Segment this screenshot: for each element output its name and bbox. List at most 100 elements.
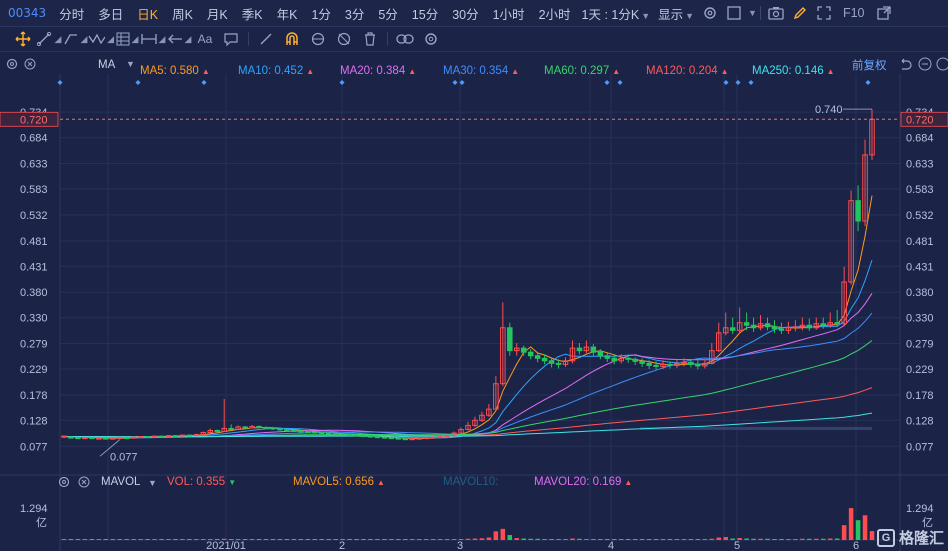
chevron-down-icon[interactable]: ▼ <box>126 59 135 69</box>
fullscreen-icon[interactable] <box>814 3 834 23</box>
period-tab[interactable]: 多日 <box>98 7 124 22</box>
candle-up <box>709 350 715 364</box>
range-icon[interactable]: ◢ <box>140 28 166 50</box>
period-tab[interactable]: 15分 <box>411 7 439 22</box>
settings-icon[interactable] <box>418 28 444 50</box>
popout-icon[interactable] <box>874 3 894 23</box>
ma-line-ma20 <box>64 293 873 438</box>
hide-icon[interactable] <box>331 28 357 50</box>
volume-bar <box>751 538 756 540</box>
volume-bar <box>361 539 366 540</box>
line-icon[interactable]: ◢ <box>36 28 62 50</box>
y-tick-label-right: 0.532 <box>906 210 934 222</box>
ruler-icon[interactable] <box>253 28 279 50</box>
period-tab[interactable]: 月K <box>206 7 228 22</box>
period-tab[interactable]: 年K <box>276 7 298 22</box>
kline-chart[interactable]: 0.7340.7340.6840.6840.6330.6330.5830.583… <box>0 74 948 551</box>
ray-icon[interactable]: ◢ <box>62 28 88 50</box>
volume-bar <box>194 539 199 540</box>
volume-bar <box>758 538 763 540</box>
text-icon[interactable]: Aa <box>197 32 213 46</box>
period-tab[interactable]: 30分 <box>452 7 479 22</box>
vol-indicator-name[interactable]: MAVOL <box>101 476 141 488</box>
settings-icon[interactable] <box>700 3 720 23</box>
trash-icon[interactable] <box>357 28 383 50</box>
period-tab[interactable]: 1小时 <box>492 7 525 22</box>
candle-down <box>695 363 701 367</box>
grid <box>0 74 948 551</box>
event-marker-icon <box>865 80 871 85</box>
volume-bar <box>841 525 847 540</box>
vol-settings-icon[interactable] <box>58 476 70 491</box>
checkbox-icon[interactable] <box>724 3 744 23</box>
candle-up <box>130 436 137 439</box>
magnet-icon[interactable] <box>279 28 305 50</box>
arrow-icon[interactable]: ◢ <box>166 28 192 50</box>
camera-icon[interactable] <box>766 3 786 23</box>
candle-up <box>736 322 743 331</box>
volume-bar <box>584 539 589 540</box>
plus-icon[interactable] <box>936 57 948 74</box>
eye-icon[interactable] <box>305 28 331 50</box>
candle-up <box>409 438 416 441</box>
candle-up <box>493 383 499 410</box>
y-tick-label-left: 0.481 <box>20 236 48 248</box>
event-marker-icon <box>201 80 207 85</box>
ma-line-ma10 <box>63 259 873 439</box>
period-tab[interactable]: 日K <box>137 7 159 22</box>
wave-icon[interactable]: ◢ <box>88 28 114 50</box>
arrow-up-icon: ▲ <box>201 67 210 76</box>
comment-icon[interactable] <box>218 28 244 50</box>
axes: 0.7340.7340.6840.6840.6330.6330.5830.583… <box>0 104 948 551</box>
move-icon[interactable] <box>10 28 36 50</box>
period-tab[interactable]: 周K <box>172 7 193 22</box>
candle-down <box>778 328 785 331</box>
interval-dropdown[interactable]: 1天 : 1分K ▼ <box>581 7 651 22</box>
stock-symbol[interactable]: 00343 <box>8 6 47 20</box>
period-tab[interactable]: 2小时 <box>538 7 571 22</box>
vol-close-icon[interactable] <box>78 476 90 491</box>
period-tab[interactable]: 1分 <box>311 7 331 22</box>
event-marker-icon <box>604 80 610 85</box>
volume-bar <box>138 539 143 540</box>
volume-bar <box>368 539 373 540</box>
volume-bar <box>235 539 241 540</box>
volume-bar <box>827 538 833 540</box>
link-icon[interactable] <box>392 28 418 50</box>
period-tab[interactable]: 分时 <box>59 7 85 22</box>
low-price-pointer <box>99 439 121 457</box>
close-icon[interactable] <box>24 58 36 73</box>
grid-icon[interactable]: ◢ <box>114 28 140 50</box>
candle-down <box>764 323 771 328</box>
ma-legend-item: MA120: 0.204 ▲ <box>646 65 729 77</box>
volume-bar <box>89 539 95 540</box>
minus-icon[interactable] <box>918 57 932 74</box>
period-tab[interactable]: 季K <box>241 7 263 22</box>
undo-icon[interactable] <box>898 57 912 74</box>
indicator-settings-icon[interactable] <box>6 58 18 73</box>
volume-bar <box>605 539 610 540</box>
chevron-down-icon[interactable]: ▼ <box>148 478 157 488</box>
y-tick-label-left: 0.380 <box>20 287 48 299</box>
candle-down <box>228 427 234 430</box>
volume-bar <box>389 539 394 540</box>
ma-legend-label: MA60: 0.297 <box>544 65 610 77</box>
candle-down <box>158 435 165 438</box>
period-tab[interactable]: 3分 <box>344 7 365 22</box>
volume-bar <box>646 539 652 540</box>
ma-indicator-name[interactable]: MA <box>98 59 116 71</box>
pencil-icon[interactable] <box>790 3 810 23</box>
f10-button[interactable]: F10 <box>842 6 865 20</box>
x-tick-label: 6 <box>853 540 859 551</box>
display-dropdown[interactable]: 显示 ▼ <box>658 7 695 22</box>
chevron-down-icon[interactable]: ▼ <box>748 8 757 18</box>
volume-bar <box>173 539 178 540</box>
candle-down <box>214 430 221 433</box>
volume-bar <box>242 539 248 540</box>
adjust-mode-button[interactable]: 前复权 <box>852 60 887 72</box>
current-price-label-right: 0.720 <box>906 114 934 126</box>
period-tab[interactable]: 5分 <box>378 7 398 22</box>
y-tick-label-right: 0.178 <box>906 390 934 402</box>
candle-down <box>611 357 618 362</box>
vol-legend-label: MAVOL10: <box>443 476 499 488</box>
